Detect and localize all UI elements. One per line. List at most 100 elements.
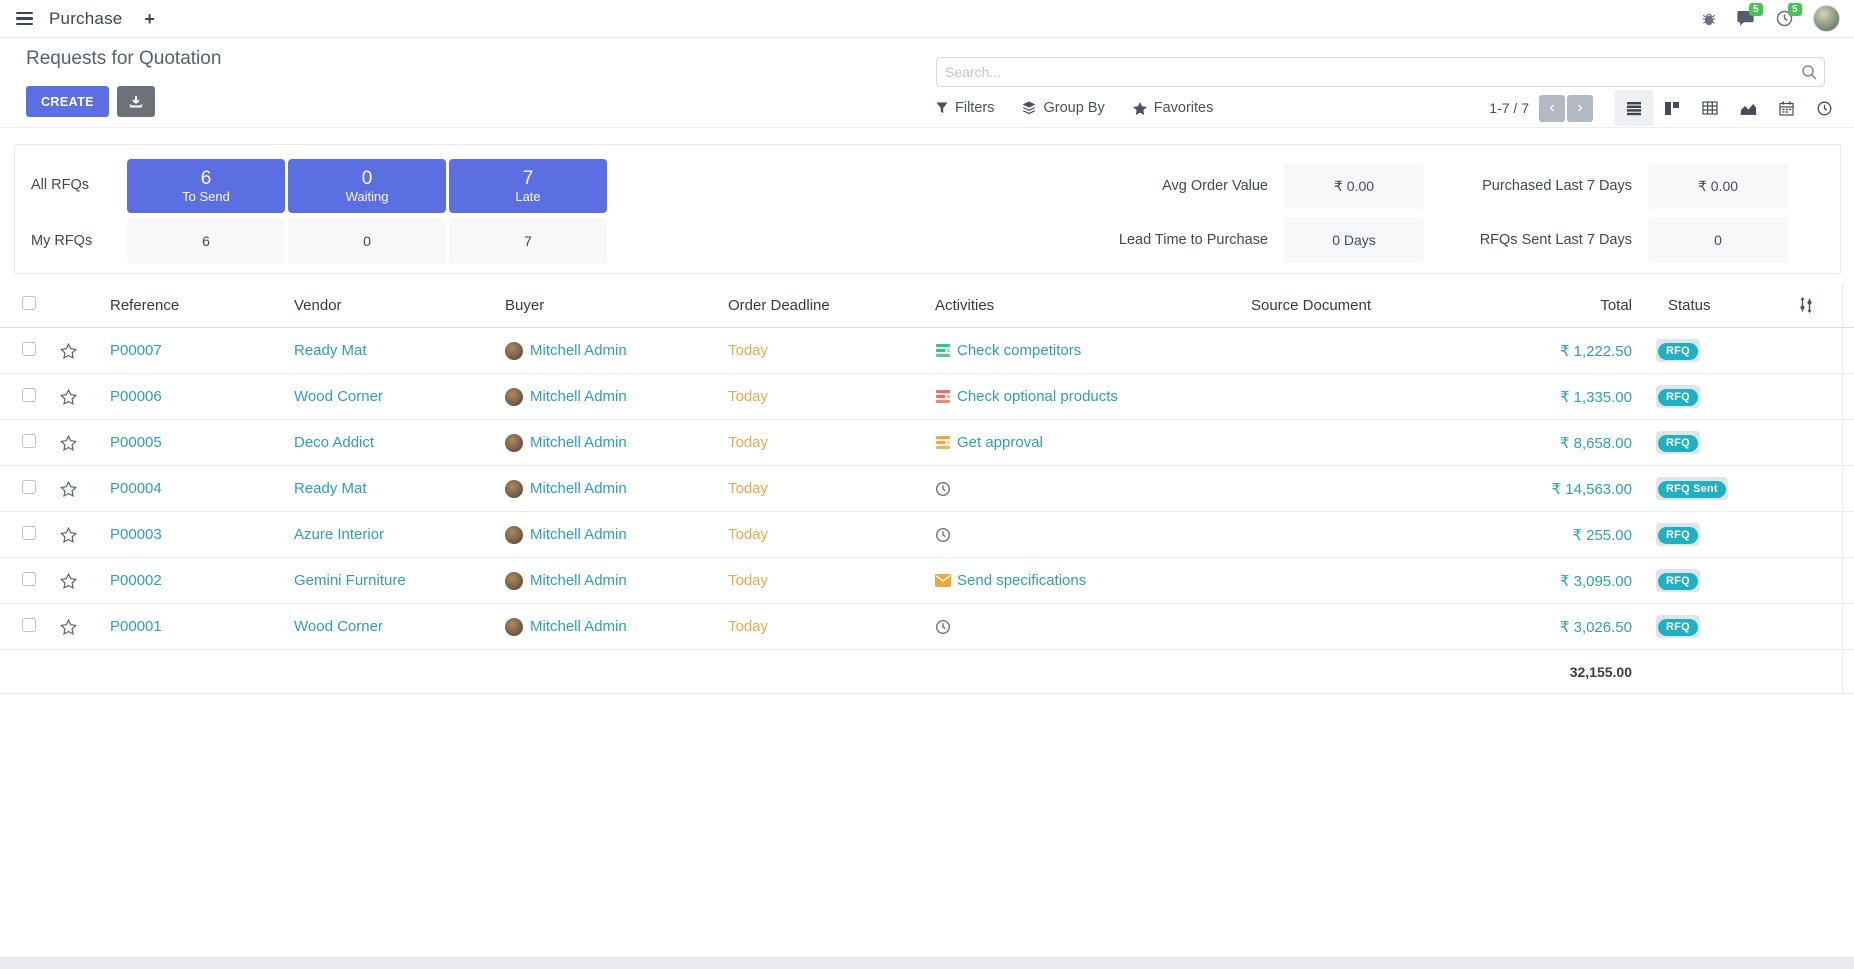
col-buyer[interactable]: Buyer [505, 296, 545, 314]
reference-link[interactable]: P00004 [110, 480, 162, 497]
activity-icon[interactable] [935, 527, 951, 543]
apps-menu-icon[interactable] [14, 8, 35, 29]
row-checkbox[interactable] [22, 341, 36, 356]
lead-time-value: 0 Days [1284, 217, 1424, 263]
col-status[interactable]: Status [1668, 296, 1711, 314]
row-checkbox[interactable] [22, 571, 36, 586]
graph-view-button[interactable] [1729, 90, 1767, 126]
table-row[interactable]: P00007 Ready Mat Mitchell Admin Today Ch… [0, 328, 1854, 374]
kpi-my-late[interactable]: 7 [449, 218, 607, 264]
view-switcher [1615, 90, 1843, 126]
table-row[interactable]: P00004 Ready Mat Mitchell Admin Today ₹ … [0, 466, 1854, 512]
row-checkbox[interactable] [22, 525, 36, 540]
kpi-to-send[interactable]: 6 To Send [127, 159, 285, 213]
activity-view-button[interactable] [1805, 90, 1843, 126]
kpi-late[interactable]: 7 Late [449, 159, 607, 213]
app-name[interactable]: Purchase [49, 8, 123, 28]
reference-link[interactable]: P00003 [110, 526, 162, 543]
buyer-name[interactable]: Mitchell Admin [530, 388, 627, 405]
reference-link[interactable]: P00006 [110, 388, 162, 405]
buyer-name[interactable]: Mitchell Admin [530, 618, 627, 635]
activity-icon[interactable] [935, 435, 951, 450]
group-by-button[interactable]: Group By [1022, 100, 1105, 116]
kpi-my-to-send[interactable]: 6 [127, 218, 285, 264]
optional-columns-icon[interactable] [1798, 297, 1814, 313]
row-checkbox[interactable] [22, 479, 36, 494]
activity-icon[interactable] [935, 481, 951, 497]
row-checkbox[interactable] [22, 433, 36, 448]
vendor-link[interactable]: Azure Interior [294, 526, 385, 543]
favorite-star-icon[interactable] [60, 526, 77, 543]
vendor-link[interactable]: Wood Corner [294, 388, 383, 405]
favorite-star-icon[interactable] [60, 618, 77, 635]
vendor-link[interactable]: Wood Corner [294, 618, 383, 635]
activity-icon[interactable] [935, 574, 951, 587]
reference-link[interactable]: P00005 [110, 434, 162, 451]
table-row[interactable]: P00005 Deco Addict Mitchell Admin Today … [0, 420, 1854, 466]
vendor-link[interactable]: Ready Mat [294, 342, 367, 359]
reference-link[interactable]: P00002 [110, 572, 162, 589]
row-checkbox[interactable] [22, 387, 36, 402]
vendor-link[interactable]: Gemini Furniture [294, 572, 406, 589]
favorite-star-icon[interactable] [60, 342, 77, 359]
row-total: ₹ 1,222.50 [1559, 342, 1632, 360]
pager-previous-button[interactable]: ‹ [1539, 94, 1565, 122]
vendor-link[interactable]: Ready Mat [294, 480, 367, 497]
user-avatar[interactable] [1813, 5, 1840, 32]
activity-icon[interactable] [935, 343, 951, 358]
col-reference[interactable]: Reference [110, 296, 180, 314]
kanban-view-button[interactable] [1653, 90, 1691, 126]
col-source-document[interactable]: Source Document [1250, 296, 1372, 314]
buyer-name[interactable]: Mitchell Admin [530, 572, 627, 589]
purchased-7days-label: Purchased Last 7 Days [1482, 178, 1632, 194]
col-activities[interactable]: Activities [935, 296, 995, 314]
status-badge: RFQ [1656, 431, 1700, 454]
filters-button[interactable]: Filters [936, 100, 994, 116]
my-rfqs-label: My RFQs [31, 233, 93, 249]
table-row[interactable]: P00003 Azure Interior Mitchell Admin Tod… [0, 512, 1854, 558]
activity-icon[interactable] [935, 619, 951, 635]
favorite-star-icon[interactable] [60, 572, 77, 589]
vendor-link[interactable]: Deco Addict [294, 434, 375, 451]
pager-next-button[interactable]: › [1567, 94, 1593, 122]
kpi-waiting[interactable]: 0 Waiting [288, 159, 446, 213]
select-all-checkbox[interactable] [22, 296, 36, 310]
favorite-star-icon[interactable] [60, 434, 77, 451]
favorites-star-icon [1132, 101, 1147, 115]
activity-label[interactable]: Send specifications [957, 572, 1087, 589]
kpi-my-waiting[interactable]: 0 [288, 218, 446, 264]
activity-label[interactable]: Get approval [957, 434, 1043, 451]
search-input[interactable] [936, 57, 1825, 87]
favorites-button[interactable]: Favorites [1132, 100, 1213, 116]
export-download-button[interactable] [116, 86, 155, 117]
favorite-star-icon[interactable] [60, 480, 77, 497]
col-order-deadline[interactable]: Order Deadline [728, 296, 830, 314]
activity-icon[interactable] [935, 389, 951, 404]
buyer-name[interactable]: Mitchell Admin [530, 480, 627, 497]
list-view-button[interactable] [1615, 90, 1653, 126]
activity-label[interactable]: Check competitors [957, 342, 1082, 359]
pivot-view-button[interactable] [1691, 90, 1729, 126]
buyer-name[interactable]: Mitchell Admin [530, 434, 627, 451]
new-record-plus-button[interactable]: + [144, 8, 155, 29]
search-icon[interactable] [1801, 64, 1817, 80]
calendar-view-button[interactable] [1767, 90, 1805, 126]
activity-label[interactable]: Check optional products [957, 388, 1118, 405]
reference-link[interactable]: P00001 [110, 618, 162, 635]
debug-bug-icon[interactable] [1701, 11, 1717, 27]
reference-link[interactable]: P00007 [110, 342, 162, 359]
row-checkbox[interactable] [22, 617, 36, 632]
table-row[interactable]: P00001 Wood Corner Mitchell Admin Today … [0, 604, 1854, 650]
favorite-star-icon[interactable] [60, 388, 77, 405]
graph-view-icon [1740, 104, 1756, 115]
row-total: ₹ 3,095.00 [1559, 572, 1632, 590]
messages-icon[interactable]: 5 [1737, 3, 1763, 27]
activities-clock-icon[interactable]: 5 [1776, 3, 1802, 27]
col-total[interactable]: Total [1600, 296, 1632, 314]
table-row[interactable]: P00006 Wood Corner Mitchell Admin Today … [0, 374, 1854, 420]
buyer-name[interactable]: Mitchell Admin [530, 342, 627, 359]
buyer-name[interactable]: Mitchell Admin [530, 526, 627, 543]
col-vendor[interactable]: Vendor [294, 296, 342, 314]
create-button[interactable]: CREATE [26, 86, 109, 117]
table-row[interactable]: P00002 Gemini Furniture Mitchell Admin T… [0, 558, 1854, 604]
